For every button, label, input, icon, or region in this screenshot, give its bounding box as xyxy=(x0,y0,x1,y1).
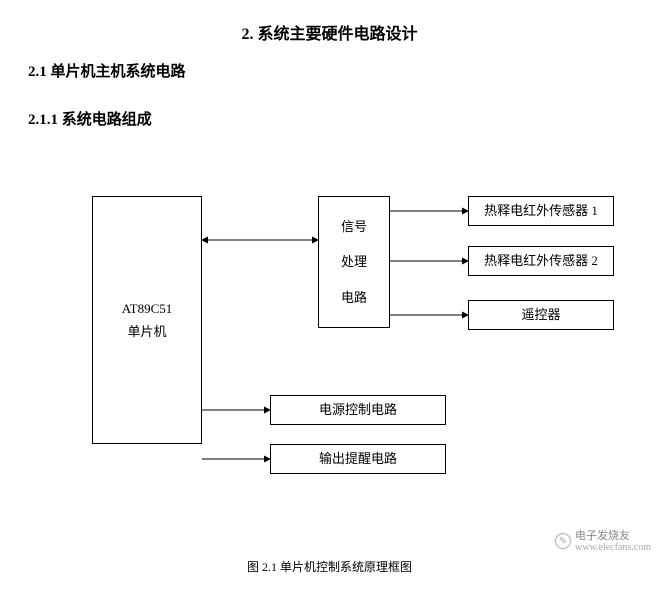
watermark-icon: ✎ xyxy=(555,533,571,549)
node-sensor-1: 热释电红外传感器 1 xyxy=(468,196,614,226)
node-signal-line2: 处理 xyxy=(341,250,367,273)
figure-caption: 图 2.1 单片机控制系统原理框图 xyxy=(0,558,659,575)
section-heading: 2.1 单片机主机系统电路 xyxy=(28,60,186,81)
node-remote: 遥控器 xyxy=(468,300,614,330)
node-mcu-line1: AT89C51 xyxy=(122,297,173,320)
node-mcu-line2: 单片机 xyxy=(127,320,166,343)
watermark-url: www.elecfans.com xyxy=(575,542,651,553)
node-signal-line3: 电路 xyxy=(341,286,367,309)
node-signal-processing: 信号 处理 电路 xyxy=(318,196,390,328)
node-power-control: 电源控制电路 xyxy=(270,395,446,425)
node-mcu: AT89C51 单片机 xyxy=(92,196,202,444)
page-title: 2. 系统主要硬件电路设计 xyxy=(0,20,659,44)
node-sensor-2: 热释电红外传感器 2 xyxy=(468,246,614,276)
node-signal-line1: 信号 xyxy=(341,215,367,238)
node-output-alert: 输出提醒电路 xyxy=(270,444,446,474)
subsection-heading: 2.1.1 系统电路组成 xyxy=(28,108,152,129)
watermark-brand: 电子发烧友 xyxy=(575,530,651,542)
watermark: ✎ 电子发烧友 www.elecfans.com xyxy=(555,530,651,553)
